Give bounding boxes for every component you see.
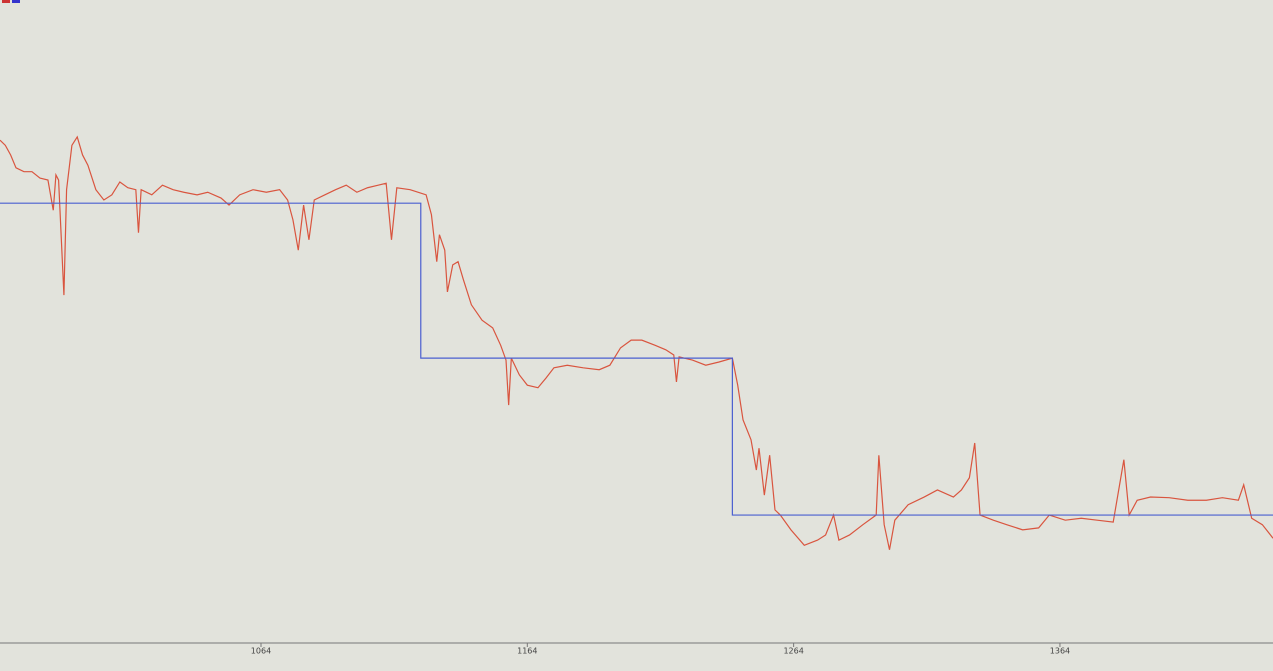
series-line (0, 135, 1273, 550)
x-tick-label: 1364 (1050, 647, 1070, 656)
corner-icon (12, 0, 20, 3)
series-line (0, 202, 1273, 516)
x-tick-label: 1064 (251, 647, 271, 656)
x-tick-label: 1164 (517, 647, 537, 656)
x-tick-label: 1264 (783, 647, 803, 656)
corner-icon (2, 0, 10, 3)
